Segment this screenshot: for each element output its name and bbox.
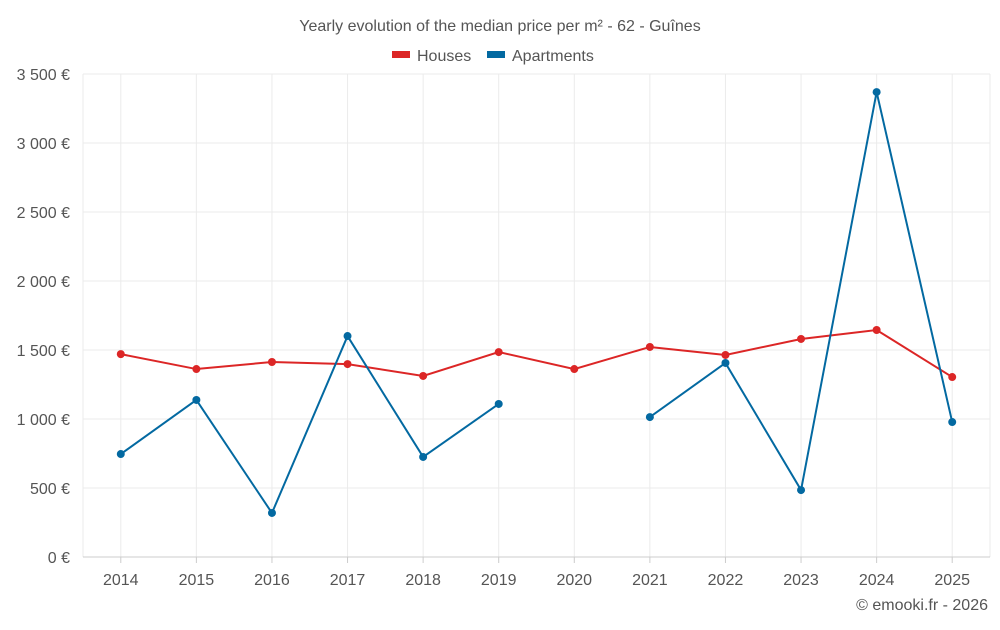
data-point-apartments — [116, 450, 125, 459]
x-tick-label: 2021 — [632, 572, 668, 589]
data-point-apartments — [192, 395, 201, 404]
series-line-apartments — [120, 333, 500, 516]
x-tick-label: 2022 — [708, 572, 744, 589]
data-point-apartments — [948, 418, 957, 427]
y-tick-label: 1 000 € — [17, 412, 70, 429]
x-tick-label: 2018 — [405, 572, 441, 589]
data-point-houses — [948, 373, 957, 382]
data-point-houses — [570, 365, 579, 374]
credit-text: © emooki.fr - 2026 — [856, 597, 988, 614]
data-point-apartments — [494, 399, 503, 408]
x-tick-label: 2023 — [783, 572, 819, 589]
x-tick-label: 2025 — [934, 572, 970, 589]
legend-swatch-houses — [392, 51, 410, 58]
data-point-houses — [419, 371, 428, 380]
x-tick-label: 2020 — [556, 572, 592, 589]
data-point-apartments — [419, 452, 428, 461]
y-tick-label: 2 500 € — [17, 205, 70, 222]
series-line-houses — [120, 328, 953, 378]
x-tick-label: 2015 — [179, 572, 215, 589]
data-point-houses — [872, 325, 881, 334]
data-point-houses — [267, 358, 276, 367]
data-point-apartments — [721, 358, 730, 367]
legend-label-houses: Houses — [417, 48, 471, 65]
data-point-apartments — [267, 508, 276, 517]
y-tick-label: 500 € — [30, 481, 70, 498]
data-point-apartments — [645, 413, 654, 422]
legend-label-apartments: Apartments — [512, 48, 594, 65]
x-tick-label: 2019 — [481, 572, 517, 589]
x-tick-label: 2024 — [859, 572, 895, 589]
data-point-houses — [192, 365, 201, 374]
data-point-houses — [116, 350, 125, 359]
y-tick-label: 2 000 € — [17, 274, 70, 291]
legend: Houses Apartments — [392, 48, 594, 65]
series-group — [116, 88, 957, 517]
y-tick-label: 0 € — [48, 550, 70, 567]
legend-swatch-apartments — [487, 51, 505, 58]
data-point-houses — [343, 360, 352, 369]
data-point-houses — [494, 348, 503, 357]
y-tick-label: 1 500 € — [17, 343, 70, 360]
y-tick-label: 3 500 € — [17, 67, 70, 84]
data-point-houses — [645, 342, 654, 351]
data-point-apartments — [343, 332, 352, 341]
data-point-houses — [721, 350, 730, 359]
axes: 0 € 500 € 1 000 € 1 500 € 2 000 € 2 500 € 3 00… — [17, 67, 990, 589]
grid — [82, 73, 991, 557]
chart-title: Yearly evolution of the median price per… — [299, 18, 700, 35]
data-point-apartments — [872, 88, 881, 97]
data-point-apartments — [797, 486, 806, 495]
y-tick-label: 3 000 € — [17, 136, 70, 153]
x-tick-label: 2017 — [330, 572, 366, 589]
x-tick-label: 2016 — [254, 572, 290, 589]
x-tick-label: 2014 — [103, 572, 139, 589]
data-point-houses — [797, 334, 806, 343]
